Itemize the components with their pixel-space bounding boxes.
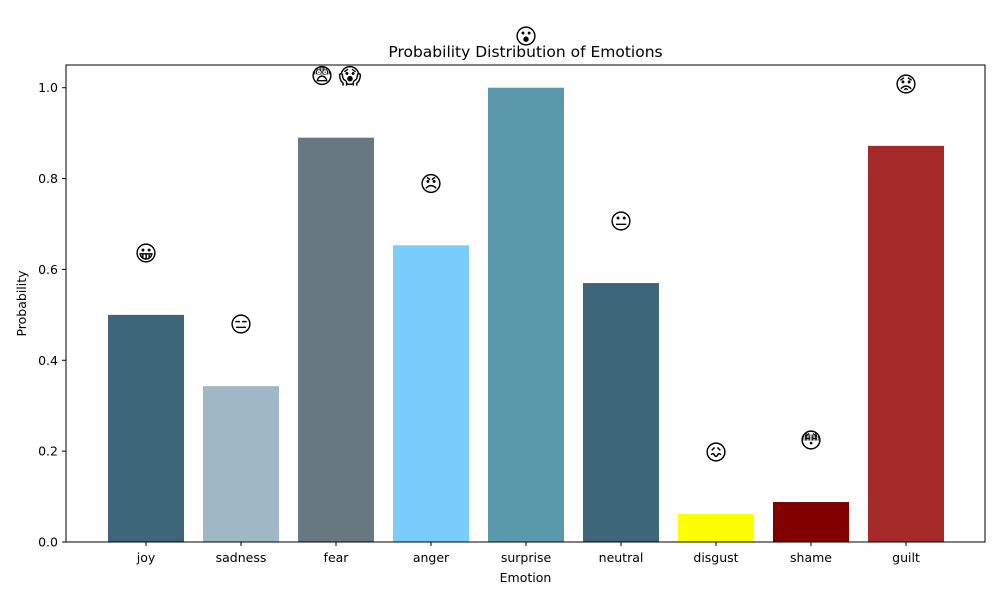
bar-disgust	[678, 513, 754, 542]
x-axis-label: Emotion	[500, 570, 552, 585]
emoji-sadness: 😑	[230, 313, 253, 338]
bar-surprise	[488, 87, 564, 542]
x-tick-label-fear: fear	[324, 550, 350, 565]
y-tick-label-0.4: 0.4	[38, 353, 58, 368]
bar-anger	[393, 245, 469, 542]
x-tick-label-neutral: neutral	[599, 550, 644, 565]
x-tick-label-joy: joy	[136, 550, 156, 565]
emoji-fear-2: 😱	[339, 65, 362, 90]
x-tick-label-disgust: disgust	[693, 550, 738, 565]
x-tick-label-anger: anger	[413, 550, 450, 565]
bar-joy	[108, 314, 184, 542]
x-tick-label-sadness: sadness	[216, 550, 267, 565]
y-tick-label-0.2: 0.2	[38, 444, 58, 459]
y-axis: 0.0 0.2 0.4 0.6 0.8 1.0	[38, 80, 66, 550]
emoji-joy: 😀	[135, 242, 158, 267]
bar-sadness	[203, 386, 279, 542]
chart-title: Probability Distribution of Emotions	[388, 43, 662, 61]
emoji-neutral: 😐	[610, 210, 633, 235]
bar-guilt	[868, 145, 944, 542]
emoji-fear-1: 😨	[311, 65, 334, 90]
x-tick-label-shame: shame	[790, 550, 832, 565]
bar-fear	[298, 137, 374, 542]
emoji-surprise: 😮	[515, 25, 538, 50]
emoji-guilt: 😟	[895, 73, 918, 98]
x-tick-label-surprise: surprise	[501, 550, 552, 565]
emoji-shame: 😳	[800, 429, 823, 454]
bar-shame	[773, 502, 849, 542]
bar-neutral	[583, 283, 659, 542]
y-tick-label-1.0: 1.0	[38, 80, 58, 95]
x-tick-label-guilt: guilt	[892, 550, 920, 565]
y-tick-label-0.0: 0.0	[38, 535, 58, 550]
emoji-anger: 😠	[420, 172, 443, 197]
bars-group	[108, 87, 944, 542]
y-tick-label-0.6: 0.6	[38, 262, 58, 277]
x-axis: joy sadness fear anger surprise neutral disgus…	[136, 542, 920, 565]
emoji-disgust: 😖	[705, 441, 728, 466]
y-axis-label: Probability	[14, 270, 29, 337]
emoji-markers-group: 😀 😑 😨 😱 😠 😮 😐 😖 😳 😟	[135, 25, 918, 466]
y-tick-label-0.8: 0.8	[38, 171, 58, 186]
